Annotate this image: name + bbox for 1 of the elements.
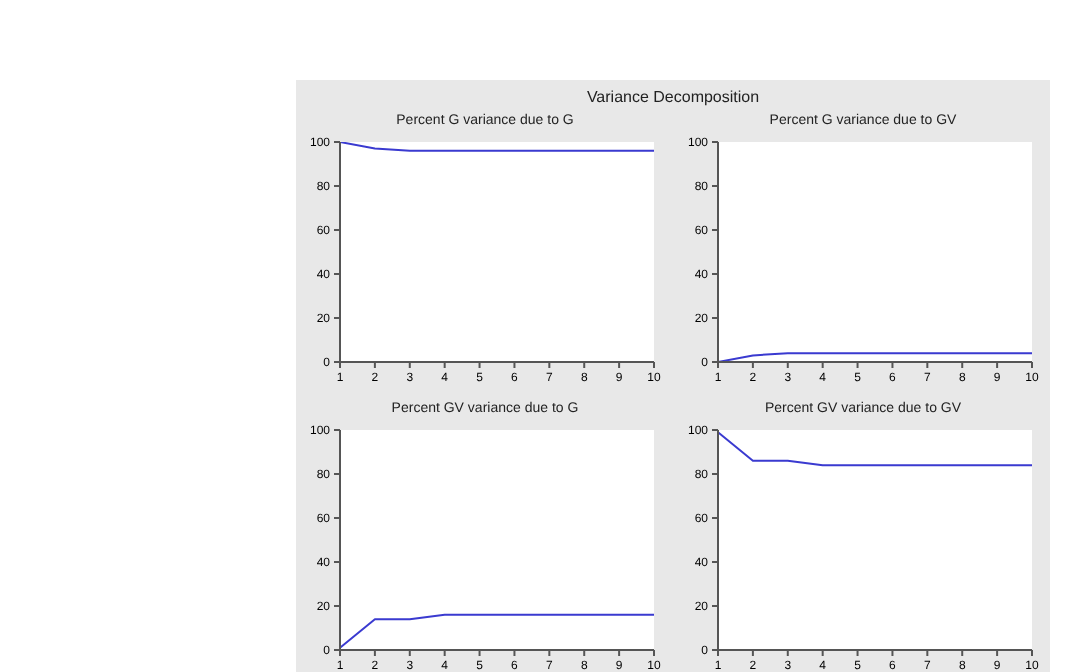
text: Variance Decomposition [584, 88, 762, 106]
